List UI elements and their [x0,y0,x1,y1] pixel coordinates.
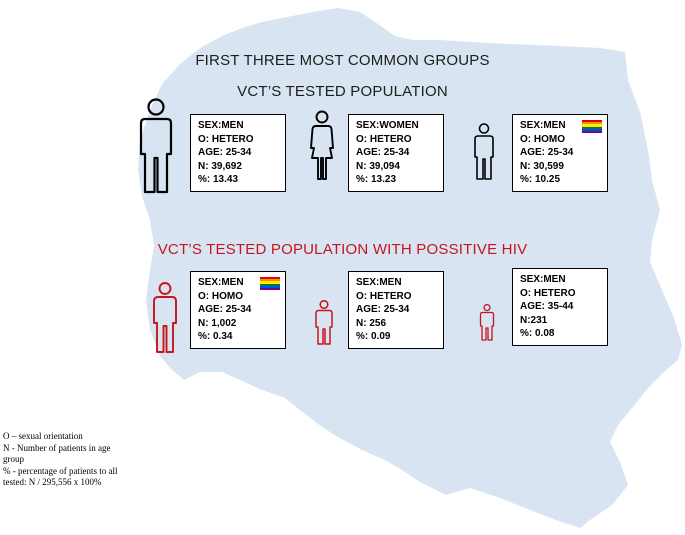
card-age: AGE: 25-34 [198,147,252,159]
card-sex: SEX:MEN [198,277,244,288]
card-orientation: O: HETERO [198,133,254,145]
card-orientation: O: HETERO [356,290,412,302]
card-count: N: 1,002 [198,317,237,329]
card-orientation: O: HETERO [356,133,412,145]
main-title: FIRST THREE MOST COMMON GROUPS [195,52,490,69]
card-age: AGE: 25-34 [356,304,410,316]
card-count: N: 30,599 [520,160,564,172]
card-percentage: %: 13.23 [356,174,397,186]
positive-group-card-1: SEX:MEN O: HOMO AGE: 25-34 N: 1,002 %: 0… [190,271,286,349]
card-percentage: %: 10.25 [520,174,561,186]
card-count: N: 39,094 [356,160,400,172]
legend-count: N - Number of patients in age group [3,442,111,465]
card-count: N: 39,692 [198,160,242,172]
woman-outline-icon [310,110,334,180]
rainbow-flag-icon [582,120,602,134]
tested-group-card-3: SEX:MEN O: HOMO AGE: 25-34 N: 30,599 %: … [512,114,608,192]
legend-percentage: % - percentage of patients to all tested… [3,465,118,488]
card-sex: SEX:WOMEN [356,120,419,131]
tested-population-title: VCT’S TESTED POPULATION [237,83,448,100]
man-outline-icon [479,304,495,341]
card-age: AGE: 25-34 [356,147,410,159]
legend: O – sexual orientation N - Number of pat… [3,431,131,489]
card-orientation: O: HOMO [198,290,243,302]
card-sex: SEX:MEN [520,120,566,131]
card-age: AGE: 35-44 [520,301,574,313]
card-percentage: %: 0.09 [356,331,391,343]
card-count: N: 256 [356,317,387,329]
tested-group-card-2: SEX:WOMEN O: HETERO AGE: 25-34 N: 39,094… [348,114,444,192]
card-orientation: O: HETERO [520,287,576,299]
card-age: AGE: 25-34 [198,304,252,316]
card-age: AGE: 25-34 [520,147,574,159]
card-count: N:231 [520,314,548,326]
man-outline-icon [153,282,177,353]
man-outline-icon [474,123,494,180]
legend-orientation: O – sexual orientation [3,431,83,441]
card-sex: SEX:MEN [198,120,244,131]
card-orientation: O: HOMO [520,133,565,145]
card-percentage: %: 0.08 [520,328,555,340]
positive-hiv-title: VCT’S TESTED POPULATION WITH POSSITIVE H… [157,241,528,258]
positive-group-card-2: SEX:MEN O: HETERO AGE: 25-34 N: 256 %: 0… [348,271,444,349]
card-percentage: %: 13.43 [198,174,239,186]
card-sex: SEX:MEN [520,274,566,285]
positive-group-card-3: SEX:MEN O: HETERO AGE: 35-44 N:231 %: 0.… [512,268,608,346]
rainbow-flag-icon [260,277,280,291]
card-percentage: %: 0.34 [198,331,233,343]
man-outline-icon [315,300,333,345]
man-outline-icon [139,98,173,194]
tested-group-card-1: SEX:MEN O: HETERO AGE: 25-34 N: 39,692 %… [190,114,286,192]
card-sex: SEX:MEN [356,277,402,288]
